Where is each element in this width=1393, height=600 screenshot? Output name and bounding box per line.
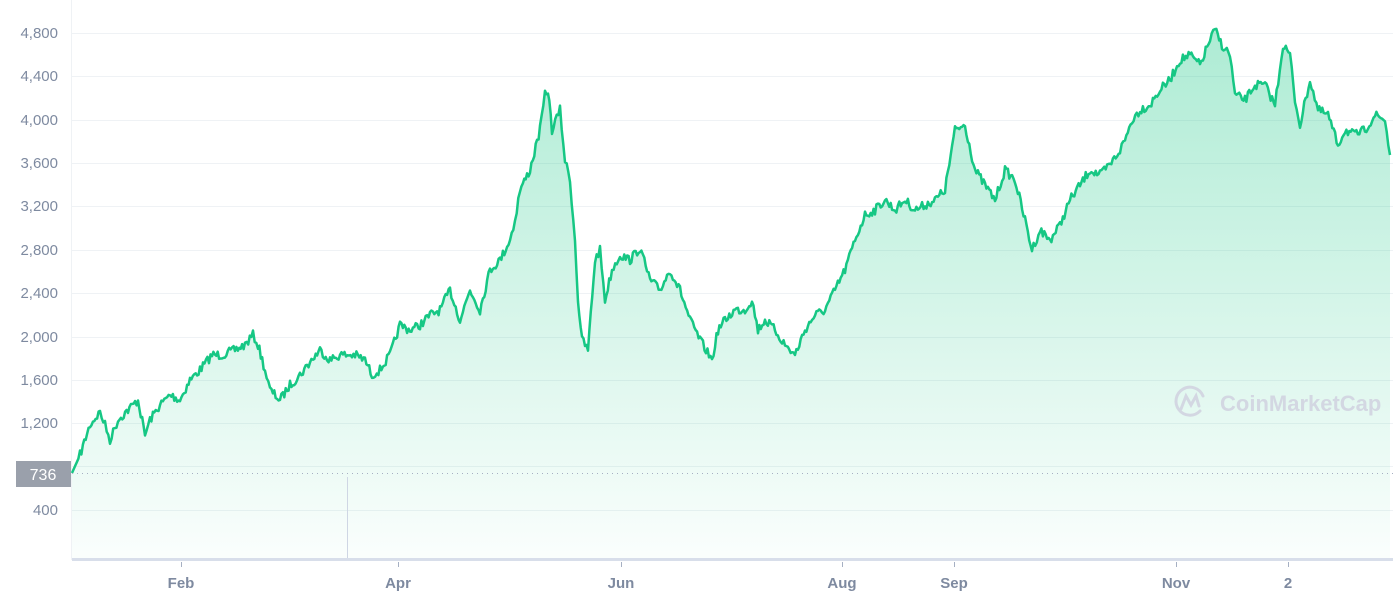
current-price-label: 736: [30, 467, 57, 484]
coinmarketcap-logo-icon: [1174, 385, 1205, 417]
x-tick-label: Jun: [608, 575, 635, 592]
x-tick-label: Aug: [827, 575, 856, 592]
y-tick-label: 1,200: [20, 415, 58, 432]
y-tick-label: 4,000: [20, 112, 58, 129]
y-tick-label: 3,200: [20, 198, 58, 215]
y-tick-label: 4,400: [20, 68, 58, 85]
x-tick-label: 2: [1284, 575, 1292, 592]
x-axis-labels: Feb Apr Jun Aug Sep Nov 2: [168, 562, 1292, 592]
current-price-badge: 736: [16, 461, 71, 487]
x-tick-label: Nov: [1162, 575, 1191, 592]
y-tick-label: 2,800: [20, 242, 58, 259]
x-tick-label: Sep: [940, 575, 968, 592]
watermark-text: CoinMarketCap: [1220, 391, 1381, 416]
price-area-fill: [72, 28, 1390, 558]
y-tick-label: 4,800: [20, 25, 58, 42]
y-tick-label: 2,000: [20, 329, 58, 346]
volume-baseline: [72, 558, 1393, 561]
y-axis-labels: 4,800 4,400 4,000 3,600 3,200 2,800 2,400 2,000…: [20, 25, 58, 519]
y-tick-label: 3,600: [20, 155, 58, 172]
coinmarketcap-watermark: CoinMarketCap: [1174, 385, 1381, 417]
y-tick-label: 2,400: [20, 285, 58, 302]
price-line[interactable]: [70, 27, 1392, 474]
x-tick-label: Apr: [385, 575, 411, 592]
y-tick-label: 400: [33, 502, 58, 519]
x-tick-label: Feb: [168, 575, 195, 592]
y-tick-label: 1,600: [20, 372, 58, 389]
